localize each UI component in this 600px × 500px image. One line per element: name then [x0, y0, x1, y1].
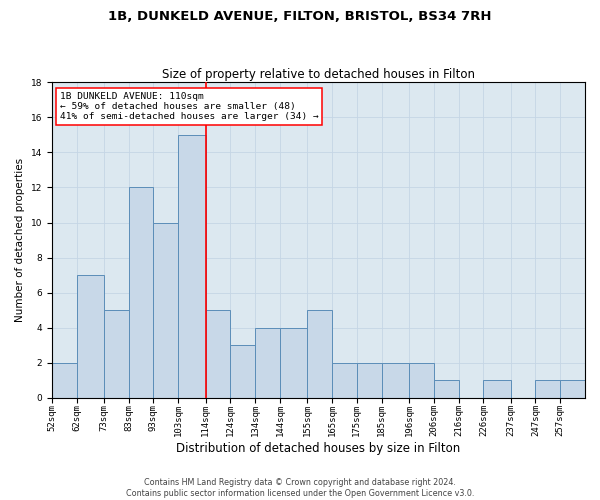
Bar	[178, 135, 206, 398]
Bar	[104, 310, 128, 398]
Title: Size of property relative to detached houses in Filton: Size of property relative to detached ho…	[162, 68, 475, 81]
Text: 1B DUNKELD AVENUE: 110sqm
← 59% of detached houses are smaller (48)
41% of semi-: 1B DUNKELD AVENUE: 110sqm ← 59% of detac…	[60, 92, 319, 122]
Bar	[280, 328, 307, 398]
Bar	[434, 380, 458, 398]
Bar	[230, 346, 255, 398]
Bar	[255, 328, 280, 398]
Bar	[77, 275, 104, 398]
Text: Contains HM Land Registry data © Crown copyright and database right 2024.
Contai: Contains HM Land Registry data © Crown c…	[126, 478, 474, 498]
Bar	[332, 363, 357, 398]
Bar	[409, 363, 434, 398]
Bar	[560, 380, 585, 398]
Text: 1B, DUNKELD AVENUE, FILTON, BRISTOL, BS34 7RH: 1B, DUNKELD AVENUE, FILTON, BRISTOL, BS3…	[108, 10, 492, 23]
Bar	[307, 310, 332, 398]
Bar	[128, 188, 154, 398]
Bar	[484, 380, 511, 398]
Bar	[357, 363, 382, 398]
Bar	[206, 310, 230, 398]
Bar	[382, 363, 409, 398]
Bar	[154, 222, 178, 398]
Bar	[535, 380, 560, 398]
X-axis label: Distribution of detached houses by size in Filton: Distribution of detached houses by size …	[176, 442, 461, 455]
Y-axis label: Number of detached properties: Number of detached properties	[15, 158, 25, 322]
Bar	[52, 363, 77, 398]
